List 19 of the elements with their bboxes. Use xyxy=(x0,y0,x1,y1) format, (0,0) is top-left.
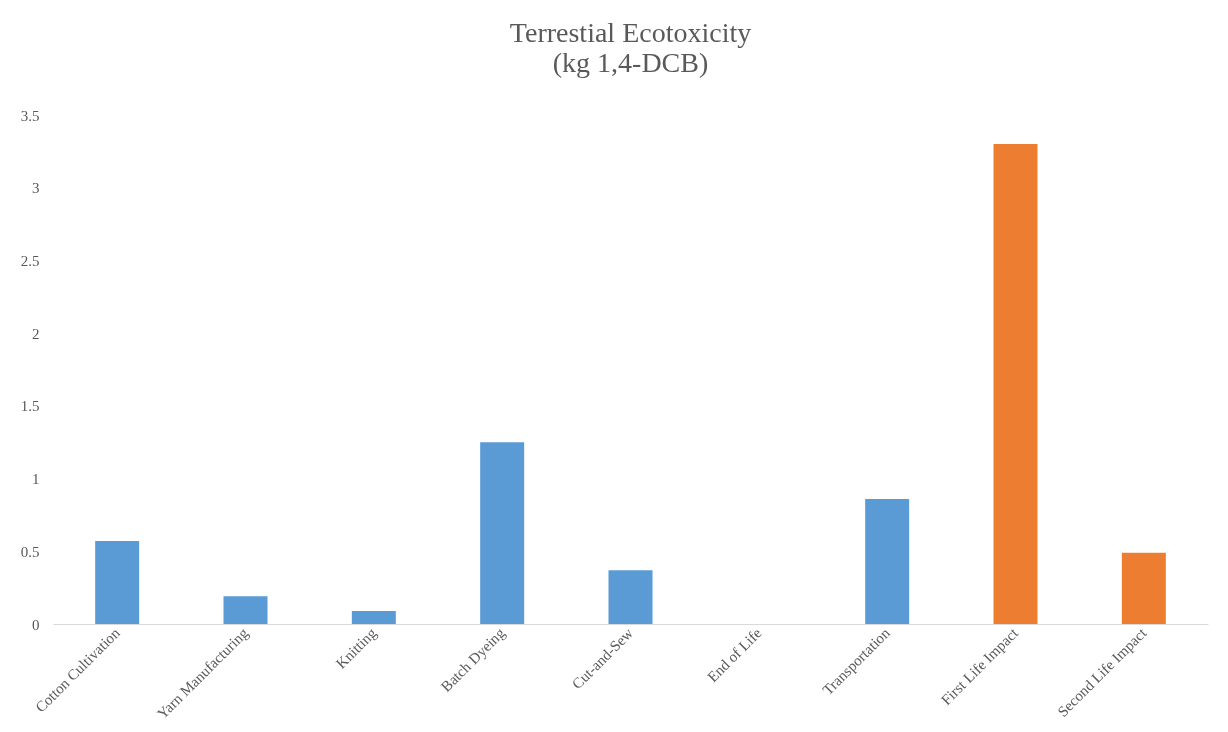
x-tick-label: End of Life xyxy=(704,624,765,686)
y-tick-label: 0 xyxy=(32,616,40,633)
y-tick-label: 0.5 xyxy=(20,543,40,560)
bar xyxy=(95,541,140,624)
bar xyxy=(608,570,653,624)
bar xyxy=(993,144,1038,624)
y-tick-label: 1.5 xyxy=(20,398,40,415)
y-tick-label: 3.5 xyxy=(20,107,40,124)
bar xyxy=(480,442,525,624)
bar xyxy=(865,498,910,624)
y-tick-label: 2.5 xyxy=(20,252,40,269)
bar xyxy=(223,596,268,624)
y-tick-label: 1 xyxy=(32,471,40,488)
bar xyxy=(351,610,396,624)
bar xyxy=(1121,552,1166,624)
text: (kg 1,4-DCB) xyxy=(552,47,709,78)
text: Terrestial Ecotoxicity xyxy=(509,17,752,48)
y-tick-label: 3 xyxy=(32,180,40,197)
y-tick-label: 2 xyxy=(32,325,40,342)
